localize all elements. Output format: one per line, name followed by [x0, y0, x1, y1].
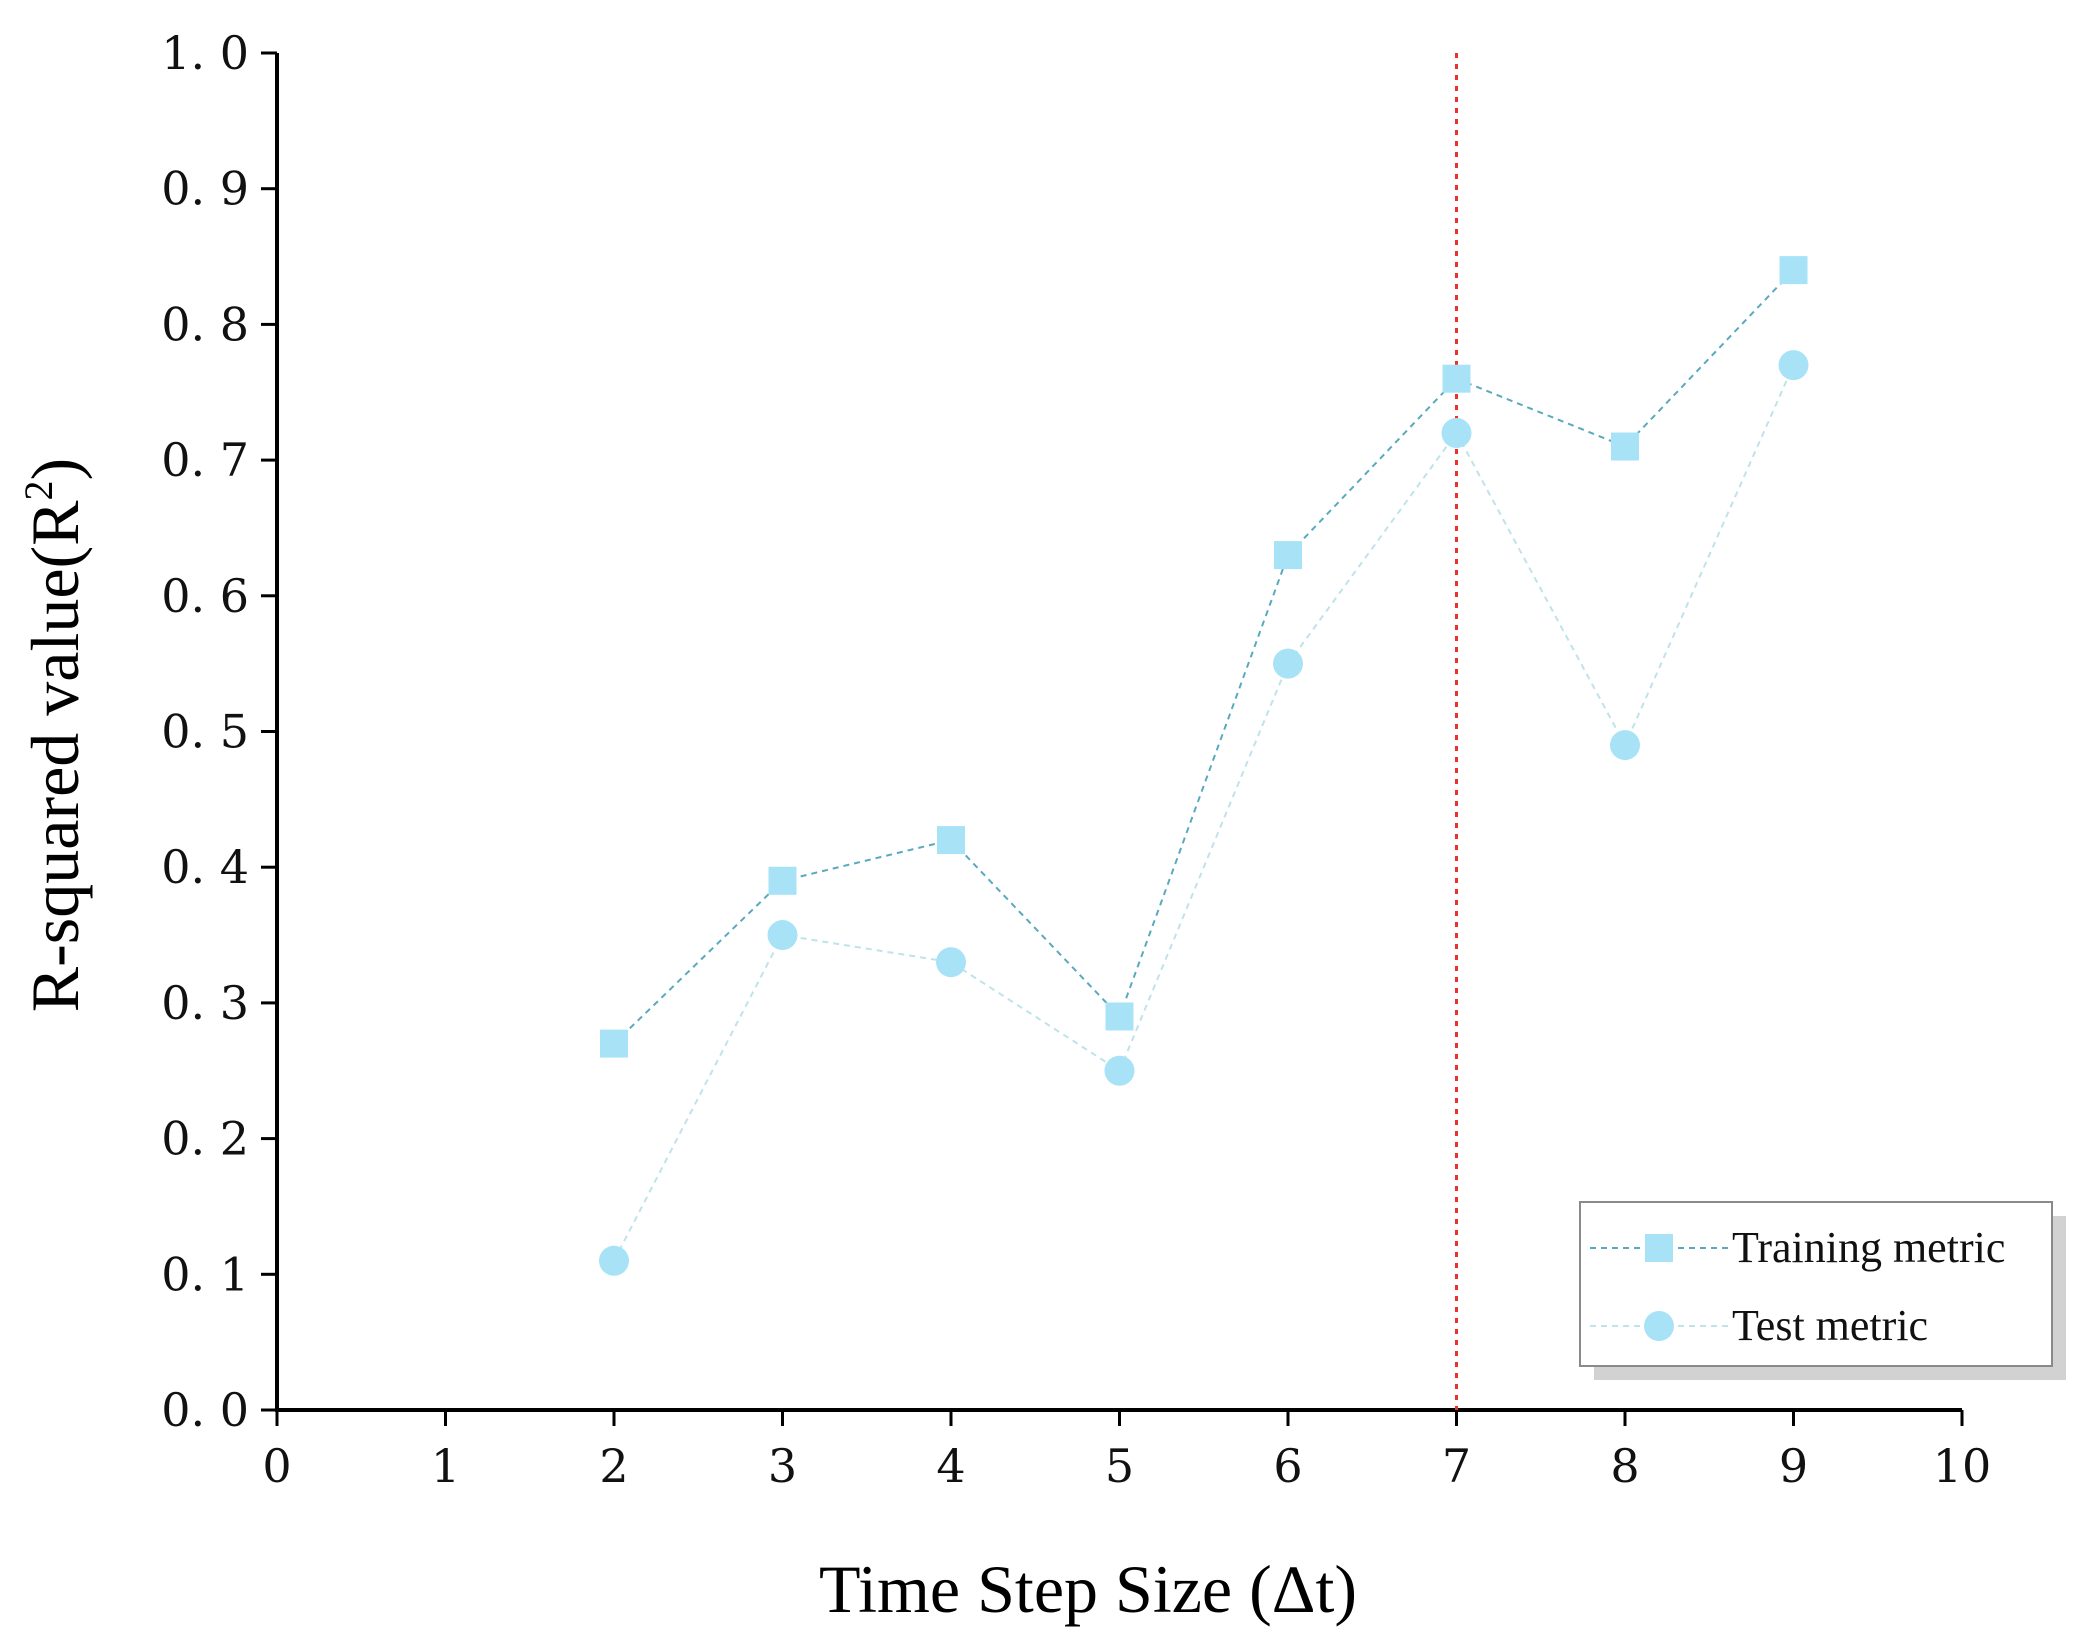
x-tick-label: 10	[1933, 1439, 1992, 1493]
training-metric-point	[937, 826, 965, 855]
y-axis-title-superscript: 2	[16, 480, 61, 500]
x-axis-ticks: 0 1 2 3 4 5 6 7 8 9 10	[262, 1410, 1991, 1493]
y-tick-label: 0. 0	[161, 1383, 249, 1437]
x-tick-label: 0	[262, 1439, 291, 1493]
y-tick-label: 0. 8	[161, 297, 249, 351]
training-metric-point	[600, 1029, 628, 1058]
test-metric-point	[1273, 648, 1303, 679]
y-tick-label: 0. 9	[161, 162, 249, 216]
y-tick-label: 0. 7	[161, 433, 249, 487]
training-metric-point	[1442, 364, 1471, 393]
test-metric-line	[613, 364, 1795, 1262]
series-lines	[613, 269, 1795, 1262]
legend-label: Training metric	[1732, 1223, 2005, 1272]
y-tick-label: 0. 5	[161, 705, 249, 759]
training-metric-point	[1105, 1002, 1134, 1031]
x-tick-label: 3	[768, 1439, 797, 1493]
training-metric-point	[1274, 541, 1302, 570]
test-metric-point	[599, 1245, 629, 1276]
test-metric-point	[767, 920, 798, 951]
y-axis-title: R-squared value(R2)	[16, 458, 93, 1012]
test-metric-point	[1610, 730, 1640, 761]
legend-label: Test metric	[1732, 1301, 1928, 1350]
x-tick-label: 6	[1273, 1439, 1302, 1493]
test-metric-point	[1778, 350, 1809, 381]
legend-marker-sample	[1644, 1311, 1674, 1341]
legend: Training metric Test metric	[1579, 1201, 2066, 1380]
y-tick-label: 0. 1	[161, 1247, 249, 1301]
test-metric-point	[936, 947, 966, 978]
test-metric-point	[1441, 417, 1472, 448]
x-tick-label: 2	[599, 1439, 628, 1493]
y-axis-ticks: 0. 0 0. 1 0. 2 0. 3 0. 4 0. 5 0. 6 0. 7 0. 8 0. 9…	[161, 26, 277, 1437]
x-tick-label: 1	[431, 1439, 460, 1493]
training-metric-point	[768, 866, 797, 895]
x-tick-label: 7	[1442, 1439, 1471, 1493]
test-metric-point	[1104, 1055, 1135, 1086]
y-tick-label: 0. 3	[161, 976, 249, 1030]
y-tick-label: 0. 2	[161, 1112, 249, 1166]
y-axis-title-suffix: )	[17, 458, 93, 481]
y-tick-label: 0. 6	[161, 569, 249, 623]
x-axis-title: Time Step Size (Δt)	[819, 1551, 1357, 1627]
legend-items: Training metric Test metric	[1590, 1223, 2005, 1350]
training-metric-point	[1611, 432, 1639, 461]
training-metric-point	[1779, 256, 1808, 285]
series-markers	[599, 256, 1809, 1276]
x-tick-label: 8	[1610, 1439, 1639, 1493]
legend-marker-sample	[1645, 1234, 1673, 1262]
y-axis-title-main: R-squared value(R	[17, 500, 93, 1012]
y-tick-label: 1. 0	[161, 26, 249, 80]
x-tick-label: 4	[936, 1439, 965, 1493]
y-tick-label: 0. 4	[161, 840, 249, 894]
x-tick-label: 9	[1779, 1439, 1808, 1493]
x-tick-label: 5	[1105, 1439, 1134, 1493]
